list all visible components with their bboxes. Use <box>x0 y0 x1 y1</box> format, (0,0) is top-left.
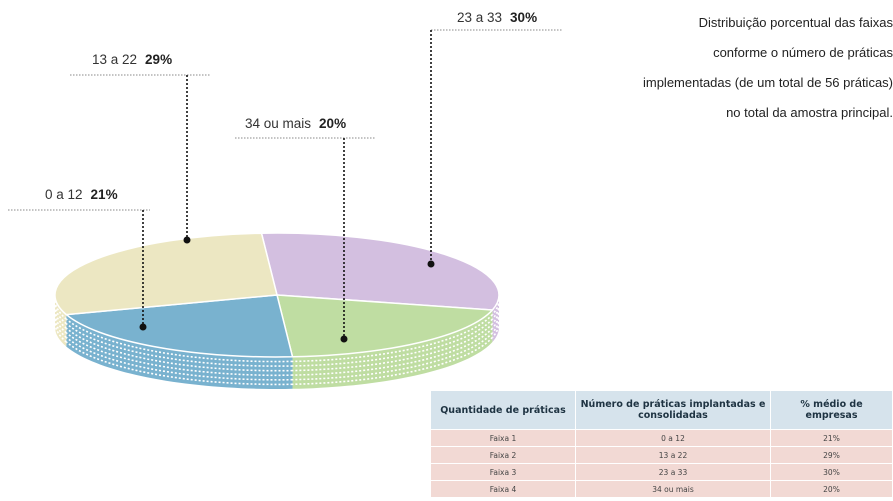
pie-wall-stripe <box>491 322 500 338</box>
pie-wall-stripe <box>292 336 493 386</box>
leader-dot <box>427 260 435 268</box>
slice-percent-label: 30% <box>510 10 538 25</box>
pie-slice <box>276 294 494 358</box>
table-cell: 34 ou mais <box>575 480 771 498</box>
slice-percent-label: 20% <box>319 116 347 131</box>
pie-wall-stripe <box>54 313 67 334</box>
slice-label-0-12: 0 a 12 21% <box>45 187 118 202</box>
leader-dot <box>340 335 348 343</box>
caption-line: no total da amostra principal. <box>726 105 893 120</box>
pie-wall-stripe <box>491 304 500 320</box>
slice-range-label: 13 a 22 <box>92 52 138 67</box>
pie-wall-stripe <box>65 341 293 386</box>
column-header: Número de práticas implantadas e consoli… <box>575 390 771 430</box>
table-row: Faixa 3 23 a 33 30% <box>430 463 893 481</box>
table-cell: 20% <box>770 480 893 498</box>
table-cell: 23 a 33 <box>575 463 771 481</box>
slice-label-34-mais: 34 ou mais 20% <box>245 116 346 131</box>
pie-wall-stripe <box>292 332 493 381</box>
pie-wall-stripe <box>65 336 293 381</box>
pie-wall <box>55 295 67 347</box>
slice-percent-label: 21% <box>90 187 118 202</box>
table-header-row: Quantidade de práticas Número de prática… <box>430 390 893 430</box>
table-row: Faixa 2 13 a 22 29% <box>430 446 893 464</box>
pie-wall-stripe <box>491 313 500 329</box>
column-header: Quantidade de práticas <box>430 390 576 430</box>
pie-wall-stripe <box>491 299 500 316</box>
pie-wall-stripe <box>65 323 293 367</box>
table-row: Faixa 1 0 a 12 21% <box>430 429 893 447</box>
pie-wall-stripe <box>292 323 493 372</box>
table-cell: 0 a 12 <box>575 429 771 447</box>
pie-wall-stripe <box>54 308 67 329</box>
pie-wall-stripe <box>54 322 67 343</box>
pie-slice <box>54 232 278 316</box>
table-cell: Faixa 1 <box>430 429 576 447</box>
pie-wall-stripe <box>292 327 493 376</box>
pie-wall-stripe <box>65 327 293 372</box>
table-cell: 21% <box>770 429 893 447</box>
pie-wall-stripe <box>65 318 293 363</box>
table-cell: Faixa 2 <box>430 446 576 464</box>
slice-label-13-22: 13 a 22 29% <box>92 52 172 67</box>
slice-range-label: 0 a 12 <box>45 187 83 202</box>
caption-line: Distribuição porcentual das faixas <box>698 15 893 30</box>
slice-label-23-33: 23 a 33 30% <box>457 10 537 25</box>
caption-line: implementadas (de um total de 56 prática… <box>642 75 893 90</box>
table-cell: Faixa 3 <box>430 463 576 481</box>
pie-slice <box>260 232 500 311</box>
slice-range-label: 34 ou mais <box>245 116 312 131</box>
caption-line: conforme o número de práticas <box>713 45 893 60</box>
pie-wall <box>292 310 493 389</box>
pie-wall-stripe <box>54 317 67 339</box>
slice-range-label: 23 a 33 <box>457 10 503 25</box>
pie-wall-stripe <box>54 299 67 320</box>
pie-wall-stripe <box>491 317 500 334</box>
table-cell: 13 a 22 <box>575 446 771 464</box>
leader-dot <box>139 323 147 331</box>
pie-wall-stripe <box>54 304 67 325</box>
table-row: Faixa 4 34 ou mais 20% <box>430 480 893 498</box>
slice-percent-label: 29% <box>145 52 173 67</box>
chart-caption: Distribuição porcentual das faixas confo… <box>553 0 893 135</box>
table-cell: 30% <box>770 463 893 481</box>
table-cell: 29% <box>770 446 893 464</box>
column-header: % médio de empresas <box>770 390 893 430</box>
pie-wall-stripe <box>65 332 293 377</box>
pie-wall-stripe <box>491 308 500 325</box>
pie-wall-stripe <box>292 314 493 363</box>
leader-dot <box>183 236 191 244</box>
table-cell: Faixa 4 <box>430 480 576 498</box>
pie-wall-stripe <box>292 318 493 367</box>
data-table: Quantidade de práticas Número de prática… <box>430 390 893 498</box>
pie-slice <box>64 294 294 358</box>
